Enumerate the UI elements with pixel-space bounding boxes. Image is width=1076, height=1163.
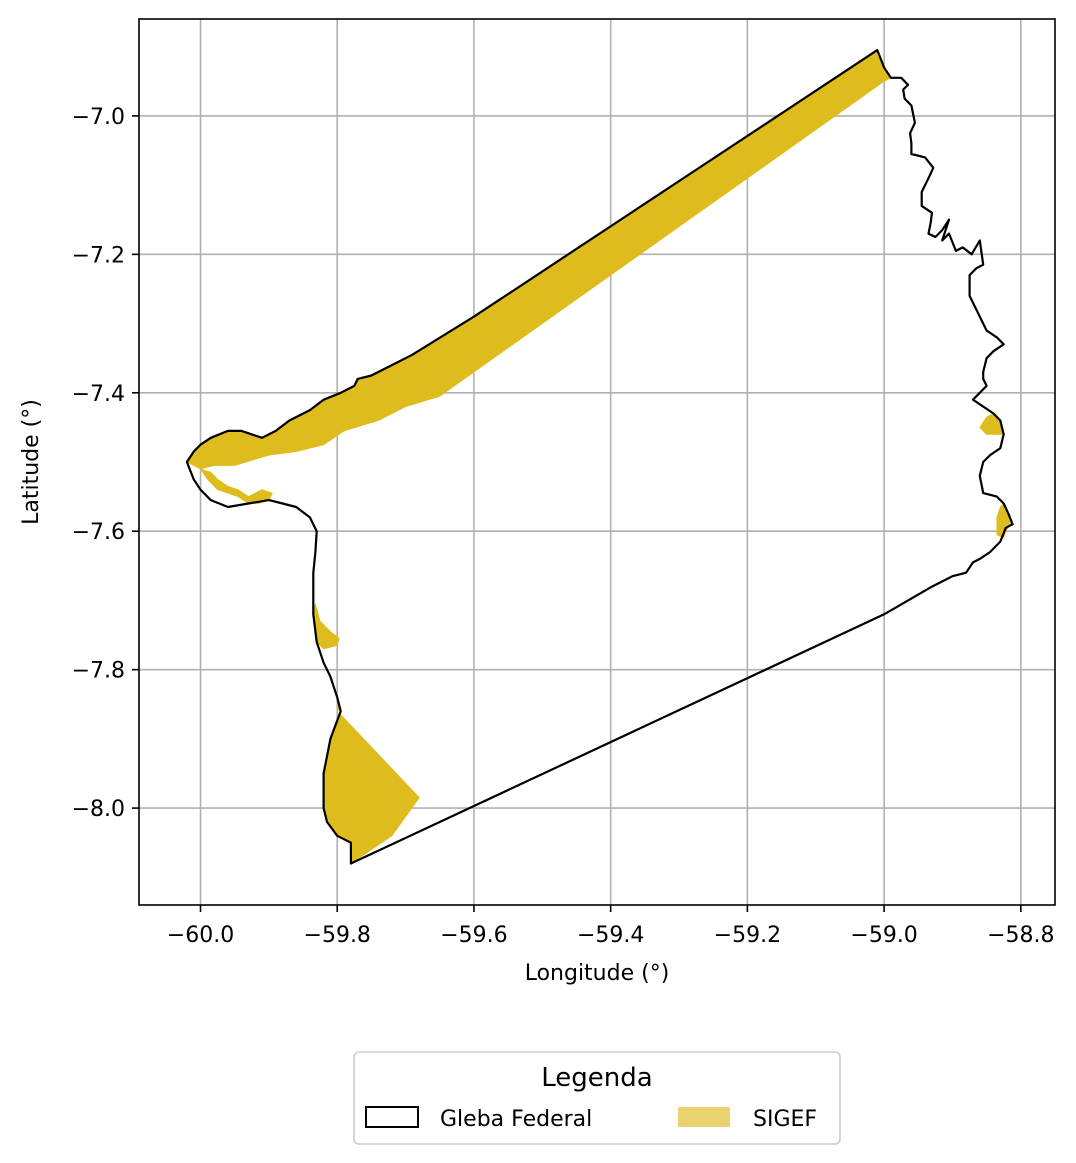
- x-tick-label: −59.6: [440, 923, 507, 948]
- x-tick-label: −59.2: [714, 923, 781, 948]
- axes-frame: [138, 18, 1056, 906]
- legend-title: Legenda: [541, 1063, 652, 1093]
- legend-label-gleba-federal: Gleba Federal: [440, 1107, 592, 1132]
- x-tick-label: −59.4: [577, 923, 644, 948]
- y-tick-label: −7.2: [72, 243, 125, 268]
- y-axis-ticks: −7.0 −7.2 −7.4 −7.6 −7.8 −8.0: [72, 105, 139, 822]
- x-tick-label: −58.8: [987, 923, 1054, 948]
- map-layers: [185, 49, 1014, 865]
- y-tick-label: −7.4: [72, 382, 125, 407]
- grid-lines: [139, 19, 1055, 905]
- plot-area: −60.0 −59.8 −59.6 −59.4 −59.2 −59.0 −58.8 −7.0…: [19, 18, 1056, 986]
- sigef-parcel: [199, 468, 273, 504]
- y-tick-label: −8.0: [72, 797, 125, 822]
- x-axis-label: Longitude (°): [525, 961, 670, 986]
- gleba-federal-outline: [185, 49, 1014, 865]
- x-tick-label: −59.8: [304, 923, 371, 948]
- x-axis-ticks: −60.0 −59.8 −59.6 −59.4 −59.2 −59.0 −58.8: [167, 905, 1055, 948]
- y-tick-label: −7.0: [72, 105, 125, 130]
- legend-swatch-sigef: [678, 1107, 730, 1127]
- legend-label-sigef: SIGEF: [753, 1107, 817, 1132]
- y-tick-label: −7.8: [72, 659, 125, 684]
- x-tick-label: −59.0: [850, 923, 917, 948]
- y-tick-label: −7.6: [72, 520, 125, 545]
- x-tick-label: −60.0: [167, 923, 234, 948]
- y-axis-label: Latitude (°): [19, 399, 44, 525]
- legend: Legenda Gleba Federal SIGEF: [353, 1051, 841, 1145]
- legend-swatch-gleba-federal: [365, 1106, 419, 1128]
